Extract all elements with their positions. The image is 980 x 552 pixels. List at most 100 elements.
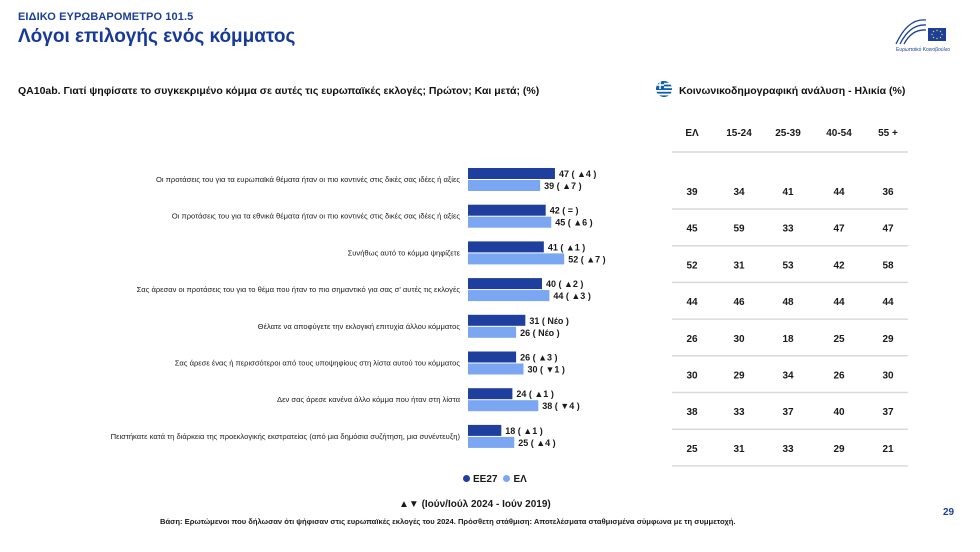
logo-caption: Ευρωπαϊκό Κοινοβούλιο [896, 47, 950, 53]
greece-flag-icon [656, 81, 672, 97]
table-cell: 44 [686, 297, 698, 308]
category-label: Σας άρεσαν οι προτάσεις του για το θέμα … [137, 285, 461, 294]
table-cell: 25 [833, 334, 845, 345]
bar-eu27 [468, 388, 513, 400]
data-label-eu27: 24 ( ▲1 ) [516, 389, 553, 399]
data-label-eu27: 42 ( = ) [550, 206, 579, 216]
table-header: 25-39 [775, 128, 801, 139]
data-label-el: 45 ( ▲6 ) [555, 218, 592, 228]
table-cell: 47 [833, 224, 845, 235]
table-header: 55 + [878, 128, 898, 139]
category-label: Δεν σας άρεσε κανένα άλλο κόμμα που ήταν… [277, 395, 461, 404]
question-text: QA10ab. Γιατί ψηφίσατε το συγκεκριμένο κ… [18, 85, 540, 97]
legend-swatch-eu27 [463, 475, 470, 482]
data-label-eu27: 47 ( ▲4 ) [559, 169, 596, 179]
table-cell: 33 [733, 407, 745, 418]
bar-el [468, 253, 565, 265]
page-number: 29 [943, 507, 955, 518]
table-cell: 31 [733, 444, 745, 455]
data-label-eu27: 18 ( ▲1 ) [505, 426, 542, 436]
category-label: Συνήθως αυτό το κόμμα ψηφίζετε [348, 248, 461, 257]
table-cell: 47 [882, 224, 894, 235]
bar-el [468, 180, 541, 191]
table-cell: 44 [882, 297, 894, 308]
bar-eu27 [468, 314, 526, 326]
table-cell: 41 [782, 187, 794, 198]
table-cell: 29 [882, 334, 894, 345]
base-note: Βάση: Ερωτώμενοι που δήλωσαν ότι ψήφισαν… [160, 517, 736, 526]
chart-legend: ΕΕ27 ΕΛ [463, 474, 527, 485]
legend-label-eu27: ΕΕ27 [473, 474, 498, 485]
bar-el [468, 216, 552, 228]
table-header: 15-24 [726, 128, 752, 139]
survey-kicker: ΕΙΔΙΚΟ ΕΥΡΩΒΑΡΟΜΕΤΡΟ 101.5 [18, 11, 194, 23]
bar-eu27 [468, 278, 542, 290]
data-label-el: 52 ( ▲7 ) [568, 254, 605, 264]
table-cell: 30 [733, 334, 745, 345]
table-header: ΕΛ [685, 128, 699, 139]
legend-item-eu27: ΕΕ27 [463, 474, 497, 485]
table-cell: 42 [833, 260, 845, 271]
trend-note: ▲▼ (Ιούν/Ιούλ 2024 - Ιούν 2019) [399, 499, 551, 510]
category-label: Οι προτάσεις του για τα ευρωπαϊκά θέματα… [156, 175, 460, 184]
table-cell: 18 [782, 334, 794, 345]
table-cell: 34 [733, 187, 745, 198]
bar-el [468, 326, 517, 338]
table-cell: 29 [833, 444, 845, 455]
bar-eu27 [468, 241, 544, 253]
bar-el [468, 363, 524, 375]
table-cell: 45 [686, 224, 698, 235]
data-label-el: 25 ( ▲4 ) [518, 438, 555, 448]
table-cell: 33 [782, 444, 794, 455]
data-label-eu27: 40 ( ▲2 ) [546, 279, 583, 289]
table-cell: 33 [782, 224, 794, 235]
bar-eu27 [468, 424, 502, 436]
table-cell: 58 [882, 260, 894, 271]
table-cell: 48 [782, 297, 794, 308]
table-cell: 21 [882, 444, 894, 455]
table-cell: 30 [882, 371, 894, 382]
data-label-el: 38 ( ▼4 ) [542, 401, 579, 411]
table-cell: 31 [733, 260, 745, 271]
legend-item-el: ΕΛ [503, 474, 527, 485]
table-cell: 37 [782, 407, 794, 418]
bar-eu27 [468, 168, 555, 179]
table-cell: 38 [686, 407, 698, 418]
table-cell: 30 [686, 371, 698, 382]
bar-el [468, 290, 550, 302]
table-cell: 59 [733, 224, 745, 235]
legend-label-el: ΕΛ [513, 474, 527, 485]
category-label: Οι προτάσεις του για τα εθνικά θέματα ήτ… [172, 212, 461, 221]
table-cell: 26 [686, 334, 698, 345]
table-cell: 37 [882, 407, 894, 418]
bar-eu27 [468, 204, 546, 216]
legend-swatch-el [503, 475, 511, 482]
category-label: Πειστήκατε κατά τη διάρκεια της προεκλογ… [111, 432, 461, 441]
category-label: Σας άρεσε ένας ή περισσότεροι από τους υ… [175, 359, 461, 368]
data-label-el: 30 ( ▼1 ) [528, 365, 565, 375]
data-label-el: 26 ( Νέο ) [520, 328, 560, 338]
table-cell: 39 [686, 187, 698, 198]
data-label-el: 39 ( ▲7 ) [544, 181, 581, 191]
table-header: 40-54 [826, 128, 852, 139]
table-cell: 52 [686, 260, 698, 271]
bar-el [468, 436, 515, 448]
bar-el [468, 400, 539, 412]
data-label-eu27: 31 ( Νέο ) [529, 316, 569, 326]
table-cell: 25 [686, 444, 698, 455]
table-cell: 36 [882, 187, 894, 198]
european-parliament-logo [895, 19, 946, 45]
table-cell: 44 [833, 187, 845, 198]
table-title: Κοινωνικοδημογραφική ανάλυση - Ηλικία (%… [679, 85, 906, 97]
category-label: Θέλατε να αποφύγετε την εκλογική επιτυχί… [258, 322, 461, 331]
data-label-eu27: 26 ( ▲3 ) [520, 353, 557, 363]
data-label-eu27: 41 ( ▲1 ) [548, 242, 585, 252]
table-cell: 34 [782, 371, 794, 382]
table-cell: 40 [833, 407, 845, 418]
data-label-el: 44 ( ▲3 ) [553, 291, 590, 301]
table-cell: 26 [833, 371, 845, 382]
bar-eu27 [468, 351, 517, 363]
table-cell: 29 [733, 371, 745, 382]
table-cell: 53 [782, 260, 794, 271]
